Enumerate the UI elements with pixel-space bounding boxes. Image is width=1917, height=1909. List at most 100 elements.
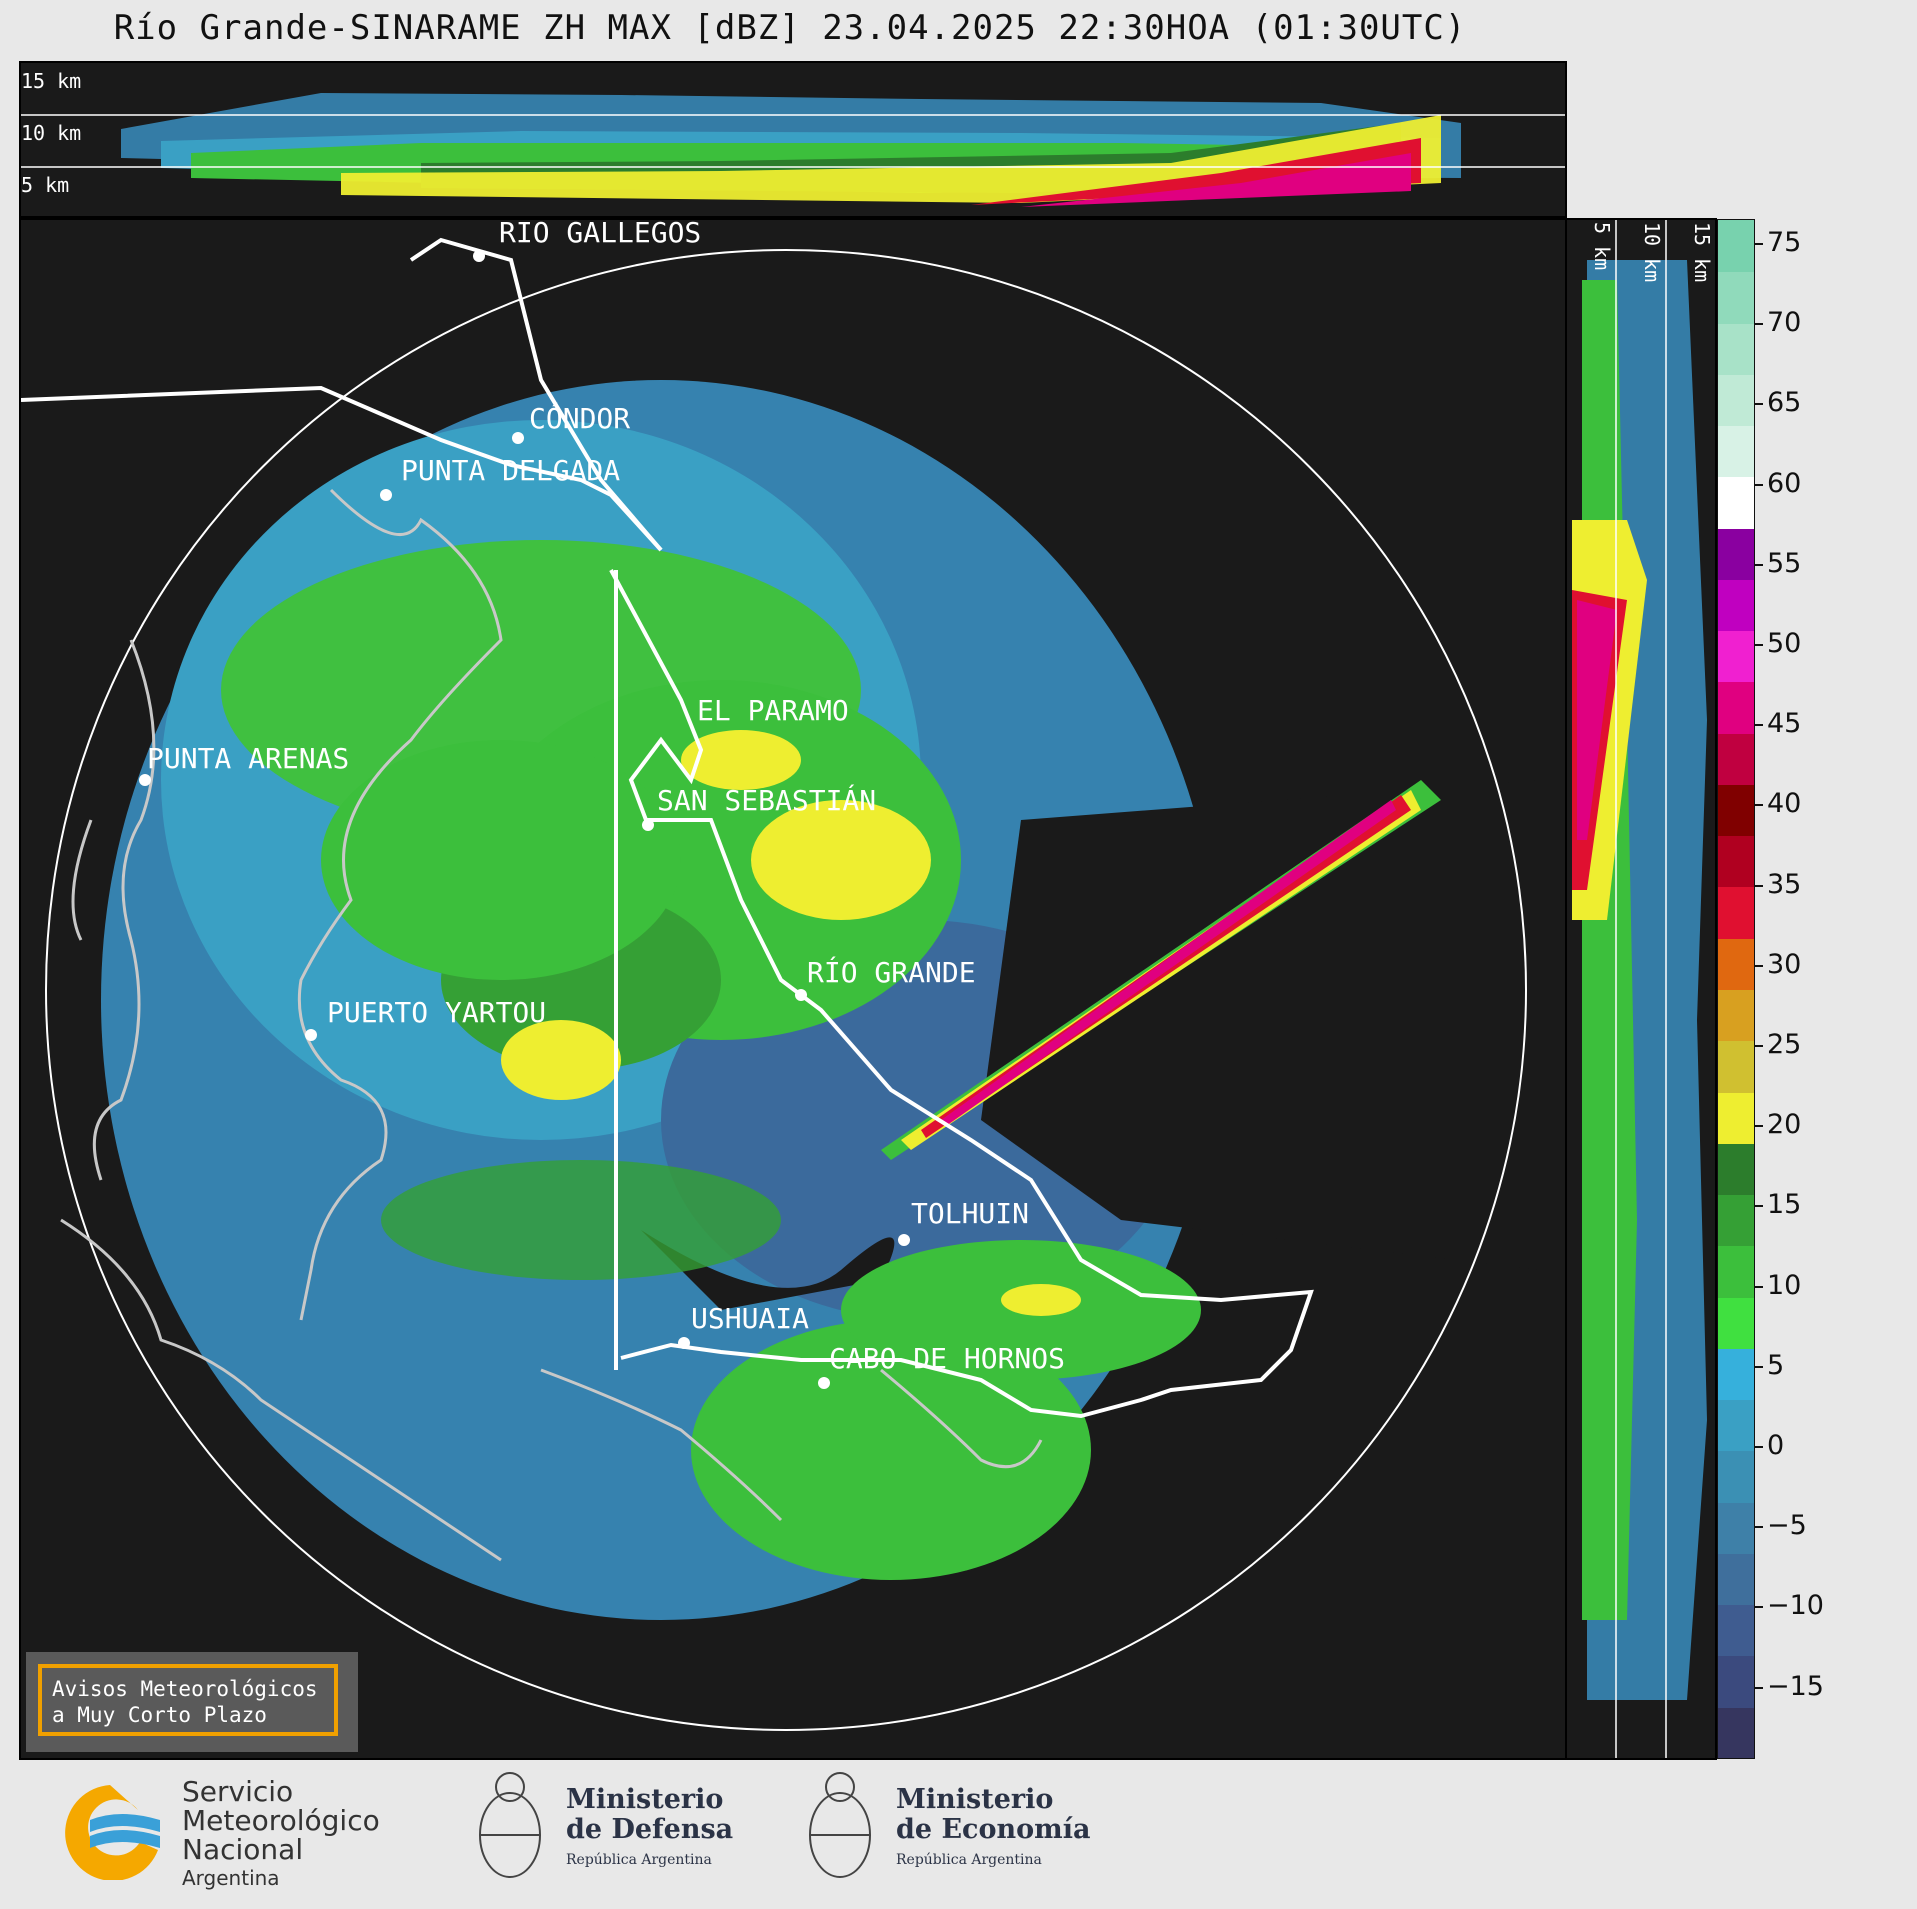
colorbar-tick [1755,483,1763,486]
colorbar-tick-label: 55 [1767,547,1802,579]
smn-logo-text: Servicio Meteorológico Nacional Argentin… [182,1777,380,1893]
colorbar-segment [1718,322,1754,375]
side-cross-section: 5 km 10 km 15 km [1565,218,1717,1760]
borders [21,237,1314,1419]
city-label-cabo-de-hornos: CABO DE HORNOS [829,1342,1065,1375]
colorbar-tick-label: −10 [1767,1590,1824,1622]
colorbar-tick-label: 40 [1767,788,1802,820]
smn-line3: Nacional [182,1833,304,1866]
warning-box-line2: a Muy Corto Plazo [52,1703,267,1727]
colorbar-segment [1718,989,1754,1042]
colorbar-tick-label: −5 [1767,1510,1807,1542]
colorbar-segment [1718,732,1754,785]
colorbar-tick [1755,243,1763,245]
colorbar-tick-label: 10 [1767,1269,1802,1301]
colorbar-segment [1718,1399,1754,1452]
side-cross-section-plot: 5 km 10 km 15 km [1567,220,1715,1758]
colorbar-segment [1718,373,1754,427]
colorbar-tick [1755,1526,1763,1529]
colorbar-tick-label: 65 [1767,387,1802,419]
colorbar-tick-label: 25 [1767,1029,1802,1060]
warning-box[interactable]: Avisos Meteorológicos a Muy Corto Plazo [26,1652,358,1752]
colorbar-tick-label: 50 [1767,628,1802,659]
city-markers: RÍO GALLEGOS CÓNDOR PUNTA DELGADA PUNTA … [139,220,1065,1389]
radar-map[interactable]: RÍO GALLEGOS CÓNDOR PUNTA DELGADA PUNTA … [19,218,1567,1760]
colorbar-segment [1718,1501,1754,1554]
colorbar-tick [1755,1686,1763,1689]
colorbar-tick-label: 60 [1767,467,1802,499]
colorbar-tick-label: 20 [1767,1109,1802,1141]
colorbar-segment [1718,1706,1754,1758]
colorbar-segment [1718,1655,1754,1708]
economia-line1: Ministerio [896,1784,1054,1815]
colorbar-tick-label: 75 [1767,227,1802,258]
side-height-label-15: 15 km [1690,222,1714,282]
colorbar-segment [1718,476,1754,529]
colorbar-segment [1718,1245,1754,1298]
colorbar-segment [1718,1450,1754,1503]
city-label-punta-arenas: PUNTA ARENAS [147,742,349,775]
top-cross-section-plot: 15 km 10 km 5 km [21,63,1565,216]
radar-echoes [101,380,1541,1620]
colorbar-tick [1755,804,1763,807]
colorbar-tick [1755,964,1763,967]
colorbar-segment [1718,1604,1754,1657]
colorbar-tick [1755,563,1763,566]
map-title: Río Grande-SINARAME ZH MAX [dBZ] 23.04.2… [113,8,1467,48]
smn-line4: Argentina [182,1866,280,1890]
colorbar-tick [1755,884,1763,887]
city-label-rio-gallegos: RÍO GALLEGOS [499,220,701,249]
colorbar-tick-label: 70 [1767,307,1802,339]
smn-line1: Servicio [182,1775,294,1808]
side-height-label-10: 10 km [1640,222,1664,282]
colorbar-tick [1755,1205,1763,1208]
smn-logo [50,1780,170,1881]
city-label-punta-delgada: PUNTA DELGADA [401,454,620,487]
colorbar-segment [1718,1347,1754,1401]
argentina-coat-of-arms-icon-economia [800,1765,880,1895]
city-label-el-paramo: EL PARAMO [697,694,849,727]
colorbar-segment [1718,886,1754,939]
colorbar-segment [1718,578,1754,632]
colorbar-segment [1718,681,1754,734]
radar-map-plot: RÍO GALLEGOS CÓNDOR PUNTA DELGADA PUNTA … [21,220,1565,1758]
defensa-line3: República Argentina [566,1852,712,1868]
city-label-san-sebastian: SAN SEBASTIÁN [657,783,876,817]
colorbar-tick-label: −15 [1767,1670,1824,1702]
colorbar-segment [1718,835,1754,888]
colorbar-tick-label: 30 [1767,948,1802,980]
colorbar-segment [1718,630,1754,683]
economia-logo-text: Ministerio de Economía República Argenti… [896,1785,1090,1875]
economia-line2: de Economía [896,1814,1091,1845]
smn-line2: Meteorológico [182,1804,380,1837]
dbz-colorbar [1717,219,1755,1759]
colorbar-segment [1718,1194,1754,1247]
colorbar-segment [1718,425,1754,478]
colorbar-segment [1718,1091,1754,1144]
colorbar-tick-label: 45 [1767,708,1802,740]
colorbar-segment [1718,1142,1754,1196]
top-cross-section: 15 km 10 km 5 km [19,61,1567,218]
colorbar-tick-label: 0 [1767,1430,1785,1461]
colorbar-segment [1718,1296,1754,1349]
defensa-logo-text: Ministerio de Defensa República Argentin… [566,1785,733,1875]
colorbar-tick [1755,1045,1763,1047]
colorbar-tick [1755,1446,1763,1448]
colorbar-tick-label: 5 [1767,1349,1785,1381]
colorbar-segment [1718,1040,1754,1093]
colorbar-segment [1718,783,1754,837]
city-label-ushuaia: USHUAIA [691,1302,809,1335]
colorbar-segment [1718,527,1754,580]
economia-line3: República Argentina [896,1852,1042,1868]
smn-logo-icon [65,1785,160,1881]
city-label-tolhuin: TOLHUIN [911,1197,1029,1230]
city-label-condor: CÓNDOR [529,401,630,435]
argentina-coat-of-arms-icon-defensa [470,1765,550,1895]
top-height-label-10: 10 km [21,121,81,145]
colorbar-tick [1755,1125,1763,1128]
colorbar-tick [1755,403,1763,406]
city-label-puerto-yartou: PUERTO YARTOU [327,996,546,1029]
defensa-line1: Ministerio [566,1784,724,1815]
colorbar-tick [1755,1365,1763,1368]
colorbar-tick [1755,724,1763,727]
